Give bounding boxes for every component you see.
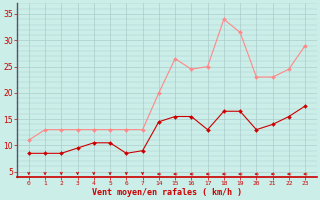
X-axis label: Vent moyen/en rafales ( km/h ): Vent moyen/en rafales ( km/h ) (92, 188, 242, 197)
